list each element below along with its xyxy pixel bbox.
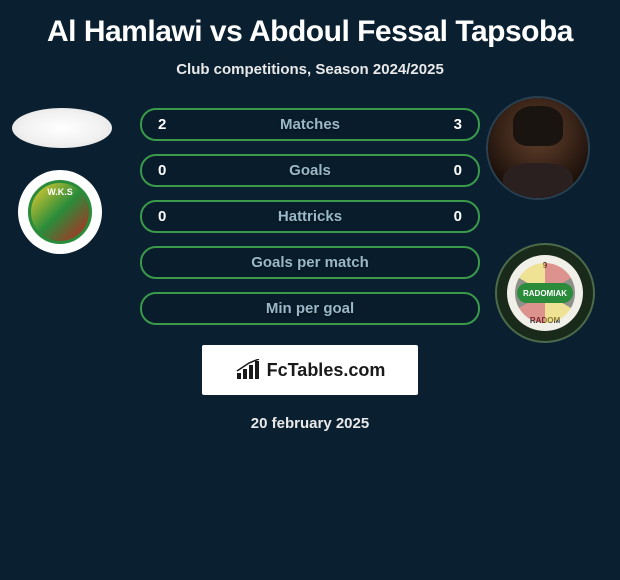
club-right-label: RADOMIAK (517, 283, 573, 303)
stat-label: Min per goal (266, 300, 354, 317)
brand-text: FcTables.com (267, 360, 386, 381)
club-left-crest: W.K.S (28, 180, 92, 244)
main-area: W.K.S 9 RADOMIAK RADOM 2 Matches 3 0 Goa… (0, 108, 620, 325)
club-right-crest: 9 RADOMIAK RADOM (507, 255, 583, 331)
page-subtitle: Club competitions, Season 2024/2025 (176, 61, 444, 78)
stat-right-value: 0 (454, 208, 462, 225)
stat-label: Hattricks (278, 208, 342, 225)
stat-row-matches: 2 Matches 3 (140, 108, 480, 141)
stat-left-value: 0 (158, 208, 166, 225)
club-right-badge: 9 RADOMIAK RADOM (495, 243, 595, 343)
club-left-badge: W.K.S (18, 170, 102, 254)
stat-label: Matches (280, 116, 340, 133)
stat-label: Goals per match (251, 254, 369, 271)
stat-right-value: 3 (454, 116, 462, 133)
stat-right-value: 0 (454, 162, 462, 179)
stats-list: 2 Matches 3 0 Goals 0 0 Hattricks 0 Goal… (140, 108, 480, 325)
club-left-code: W.K.S (47, 187, 73, 197)
stat-row-goals-per-match: Goals per match (140, 246, 480, 279)
comparison-card: Al Hamlawi vs Abdoul Fessal Tapsoba Club… (0, 0, 620, 442)
brand-badge[interactable]: FcTables.com (202, 345, 418, 395)
bar-chart-icon (235, 359, 261, 381)
footer-date: 20 february 2025 (251, 415, 369, 432)
stat-row-goals: 0 Goals 0 (140, 154, 480, 187)
stat-row-hattricks: 0 Hattricks 0 (140, 200, 480, 233)
stat-row-min-per-goal: Min per goal (140, 292, 480, 325)
stat-left-value: 2 (158, 116, 166, 133)
player-right-avatar (488, 98, 588, 198)
stat-label: Goals (289, 162, 331, 179)
page-title: Al Hamlawi vs Abdoul Fessal Tapsoba (47, 15, 573, 49)
player-left-avatar (12, 108, 112, 148)
stat-left-value: 0 (158, 162, 166, 179)
